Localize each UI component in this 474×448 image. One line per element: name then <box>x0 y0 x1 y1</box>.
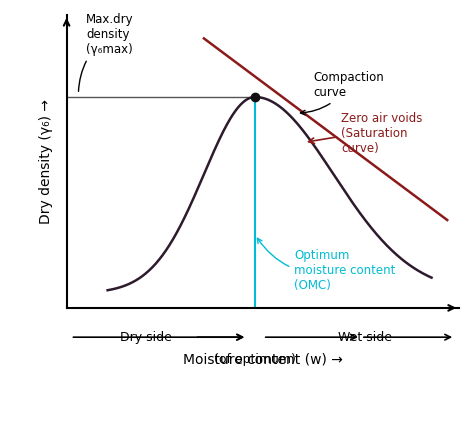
Text: Zero air voids
(Saturation
curve): Zero air voids (Saturation curve) <box>341 112 423 155</box>
Text: Max.dry
density
(γ₆max): Max.dry density (γ₆max) <box>79 13 134 91</box>
Text: Optimum
moisture content
(OMC): Optimum moisture content (OMC) <box>257 238 396 292</box>
Text: Wet side: Wet side <box>338 331 392 344</box>
Y-axis label: Dry density (γ₆) →: Dry density (γ₆) → <box>39 99 53 224</box>
X-axis label: Moisture content (w) →: Moisture content (w) → <box>183 352 343 366</box>
Text: (of optimum): (of optimum) <box>214 353 296 366</box>
Text: Dry side: Dry side <box>120 331 172 344</box>
Text: Compaction
curve: Compaction curve <box>301 71 384 115</box>
